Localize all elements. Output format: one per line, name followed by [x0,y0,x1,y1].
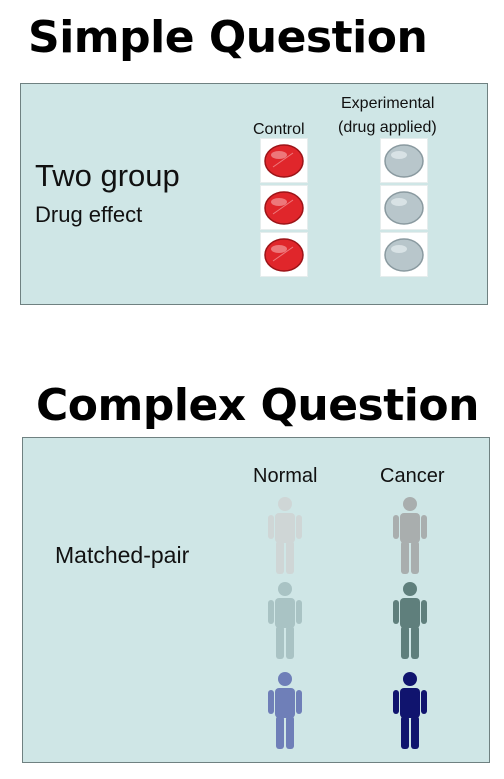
cancer-person-icon [393,672,427,749]
drug-effect-label: Drug effect [35,202,143,227]
matched-pair-label: Matched-pair [55,542,190,568]
cancer-label: Cancer [380,465,445,487]
cancer-person-icon [393,582,427,659]
red-dish-icon [264,143,304,178]
experimental-dish [380,232,428,277]
control-dishes [260,138,308,277]
experimental-dishes [380,138,428,277]
normal-person-icon [268,582,302,659]
control-dish [260,232,308,277]
simple-question-panel: Two group Drug effect Control Experiment… [20,83,488,305]
control-label: Control [253,121,305,138]
normal-label: Normal [253,465,318,487]
control-dish [260,138,308,183]
experimental-sublabel: (drug applied) [338,119,437,136]
experimental-label: Experimental [341,95,435,112]
red-dish-icon [264,190,304,225]
control-dish [260,185,308,230]
gray-dish-icon [384,190,424,225]
complex-question-panel: Matched-pair Normal Cancer [22,437,490,763]
red-dish-icon [264,237,304,272]
two-group-label: Two group [35,158,180,193]
gray-dish-icon [384,143,424,178]
experimental-dish [380,138,428,183]
cancer-person-icon [393,497,427,574]
normal-person-icon [268,497,302,574]
simple-question-title: Simple Question [28,12,428,63]
gray-dish-icon [384,237,424,272]
complex-question-title: Complex Question [36,380,479,431]
experimental-dish [380,185,428,230]
normal-person-icon [268,672,302,749]
